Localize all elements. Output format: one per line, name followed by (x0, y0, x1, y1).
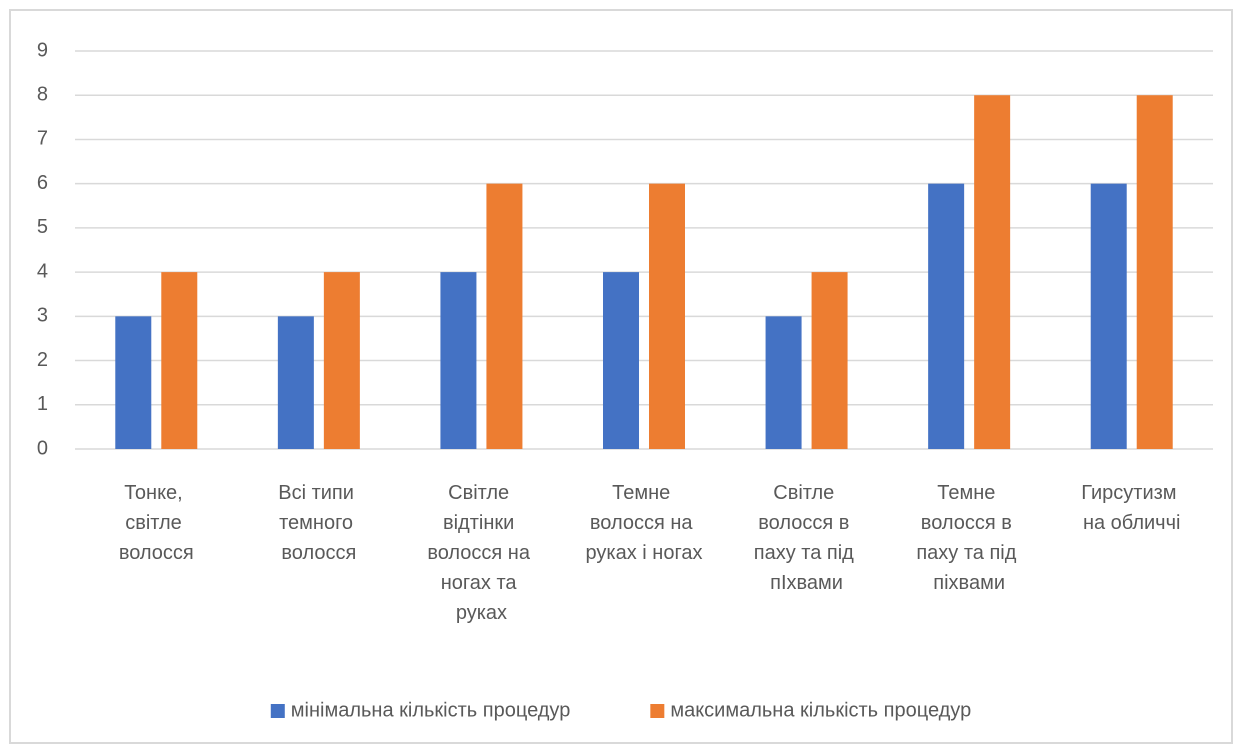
y-tick-label: 9 (37, 39, 48, 61)
y-tick-label: 6 (37, 172, 48, 194)
legend-swatch (270, 704, 285, 718)
y-tick-label: 7 (37, 128, 48, 150)
y-tick-label: 3 (37, 305, 48, 327)
bar (1090, 183, 1127, 449)
x-tick-label: Тонке, світле волосся (119, 482, 194, 564)
bar (115, 316, 152, 449)
x-tick-label: Гирсутизм на обличчі (1081, 482, 1182, 534)
x-tick-label: Всі типи темного волосся (278, 482, 359, 564)
y-tick-label: 8 (37, 84, 48, 106)
y-tick-label: 1 (37, 393, 48, 415)
x-tick-label: Світле волосся в паху та під пІхвами (754, 482, 860, 594)
y-tick-label: 0 (37, 437, 48, 459)
bar (928, 183, 965, 449)
x-tick-label: Світле відтінки волосся на ногах та рука… (427, 482, 535, 624)
legend-label: максимальна кількість процедур (670, 699, 971, 721)
x-tick-label: Темне волосся в паху та під піхвами (916, 482, 1022, 594)
legend-label: мінімальна кількість процедур (291, 699, 571, 721)
bar (440, 272, 477, 449)
bar (765, 316, 802, 449)
y-tick-label: 4 (37, 260, 48, 282)
bar (649, 183, 685, 449)
bar (603, 272, 639, 449)
bar (323, 272, 360, 449)
bar (974, 95, 1011, 449)
y-tick-label: 2 (37, 349, 48, 371)
x-tick-label: Темне волосся на руках і ногах (586, 482, 703, 564)
bar (811, 272, 848, 449)
bar (486, 183, 523, 449)
bar (277, 316, 314, 449)
bar (1136, 95, 1173, 449)
legend-swatch (650, 704, 665, 718)
y-tick-label: 5 (37, 216, 48, 238)
bar (161, 272, 198, 449)
